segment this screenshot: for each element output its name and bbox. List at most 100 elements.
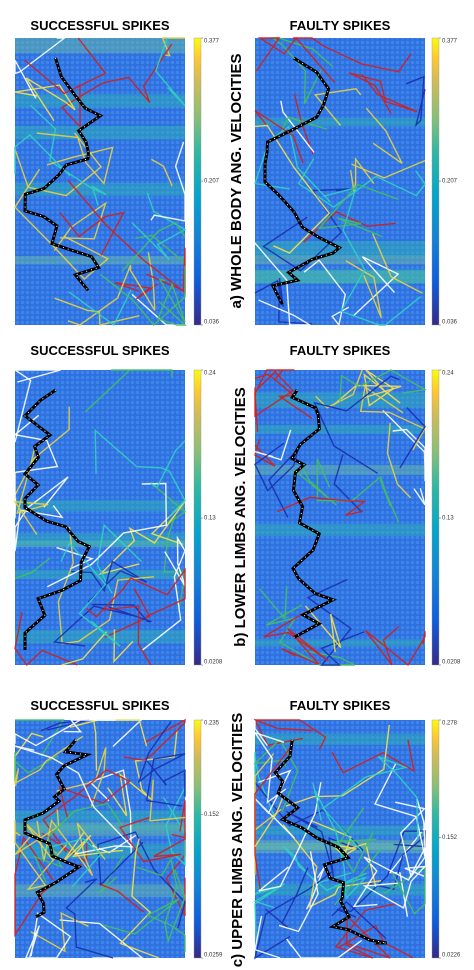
trajectory [137,721,186,807]
heatmap-band [255,464,425,475]
heatmap-band [15,810,185,822]
trajectory [59,211,126,256]
trajectory [297,158,426,208]
trajectory [313,88,362,126]
trajectory [363,369,401,407]
colorbar-tick-label: 0.13 [204,516,216,522]
colorbar-tick-label: 0.24 [442,371,454,377]
trajectory [97,831,186,929]
trajectory [68,289,132,327]
heatmap-band [15,500,185,512]
row-label: c) UPPER LIMBS ANG. VELOCITIES [229,713,246,967]
colorbar-tick-label: 0.235 [204,721,220,727]
trajectory [123,718,186,761]
colorbar-tick-label: 0.207 [204,179,220,185]
trajectory [56,747,107,807]
trajectory [98,500,186,576]
trajectory [14,611,78,667]
main-trajectory [22,388,92,650]
heatmap-band [15,182,185,196]
trajectory [71,560,148,603]
row-label: b) LOWER LIMBS ANG. VELOCITIES [232,387,249,646]
trajectory [254,369,295,433]
trajectory [93,719,98,771]
colorbar-tick-label: 0.152 [442,835,458,841]
trajectory [91,603,152,623]
map-panel [253,718,427,960]
trajectory [118,800,186,863]
trajectory [333,807,377,874]
trajectory [149,779,186,822]
colorbar-tick-label: 0.13 [442,516,454,522]
heatmap [15,720,185,958]
trajectory [103,898,186,953]
trajectory [372,233,423,294]
trajectory [280,100,315,153]
map-panel [12,369,187,667]
trajectory [256,36,336,84]
trajectory [254,278,313,325]
trajectory [14,132,103,197]
heatmap-band [255,255,425,265]
trajectory [96,523,142,594]
trajectory [57,526,155,645]
colorbar-tick-label: 0.24 [204,371,216,377]
trajectory [121,221,186,272]
trajectory [331,739,415,774]
trajectory [293,93,314,155]
trajectory [383,865,426,915]
colorbar-tick-label: 0.036 [442,320,458,326]
trajectory [352,819,426,908]
trajectory [388,798,426,917]
trajectory [98,855,125,894]
trajectory [365,107,403,164]
trajectory [286,938,363,959]
trajectory [15,719,65,757]
trajectory [146,760,186,797]
trajectory [67,252,156,326]
heatmap-band [15,884,185,897]
trajectory [61,631,108,666]
trajectory [157,278,187,326]
trajectory [254,769,295,839]
trajectory [339,369,428,402]
trajectory [399,407,426,469]
trajectory [254,429,292,461]
trajectory [141,535,186,652]
trajectory [253,883,285,943]
trajectory [104,588,151,638]
heatmap-band [15,125,185,140]
trajectory [24,37,107,95]
trajectory [254,915,281,959]
trajectory [258,782,322,892]
trajectory [33,802,123,883]
colorbar [193,369,202,666]
trajectory [362,865,427,910]
colorbar [431,719,440,959]
trajectory [265,604,356,666]
trajectory [364,626,426,667]
map-panel [254,369,428,667]
heatmap-band [255,117,425,127]
trajectory [331,900,387,940]
colorbar-tick-label: 0.0208 [204,660,223,666]
trajectory [254,110,304,164]
trajectory [321,756,419,852]
trajectory [365,835,426,891]
trajectory [351,159,426,179]
panel-title: FAULTY SPIKES [290,698,391,713]
trajectory [263,610,329,665]
trajectory [333,454,363,513]
trajectory [254,748,291,890]
trajectory [405,75,426,128]
heatmap-band [255,839,425,850]
trajectory [14,168,110,280]
trajectory [59,919,145,959]
trajectory [60,541,121,647]
trajectory [304,605,342,653]
map-panel [254,36,426,327]
main-trajectory [289,389,337,639]
heatmap-band [255,424,425,434]
trajectory [334,848,381,906]
trajectory [14,476,69,552]
